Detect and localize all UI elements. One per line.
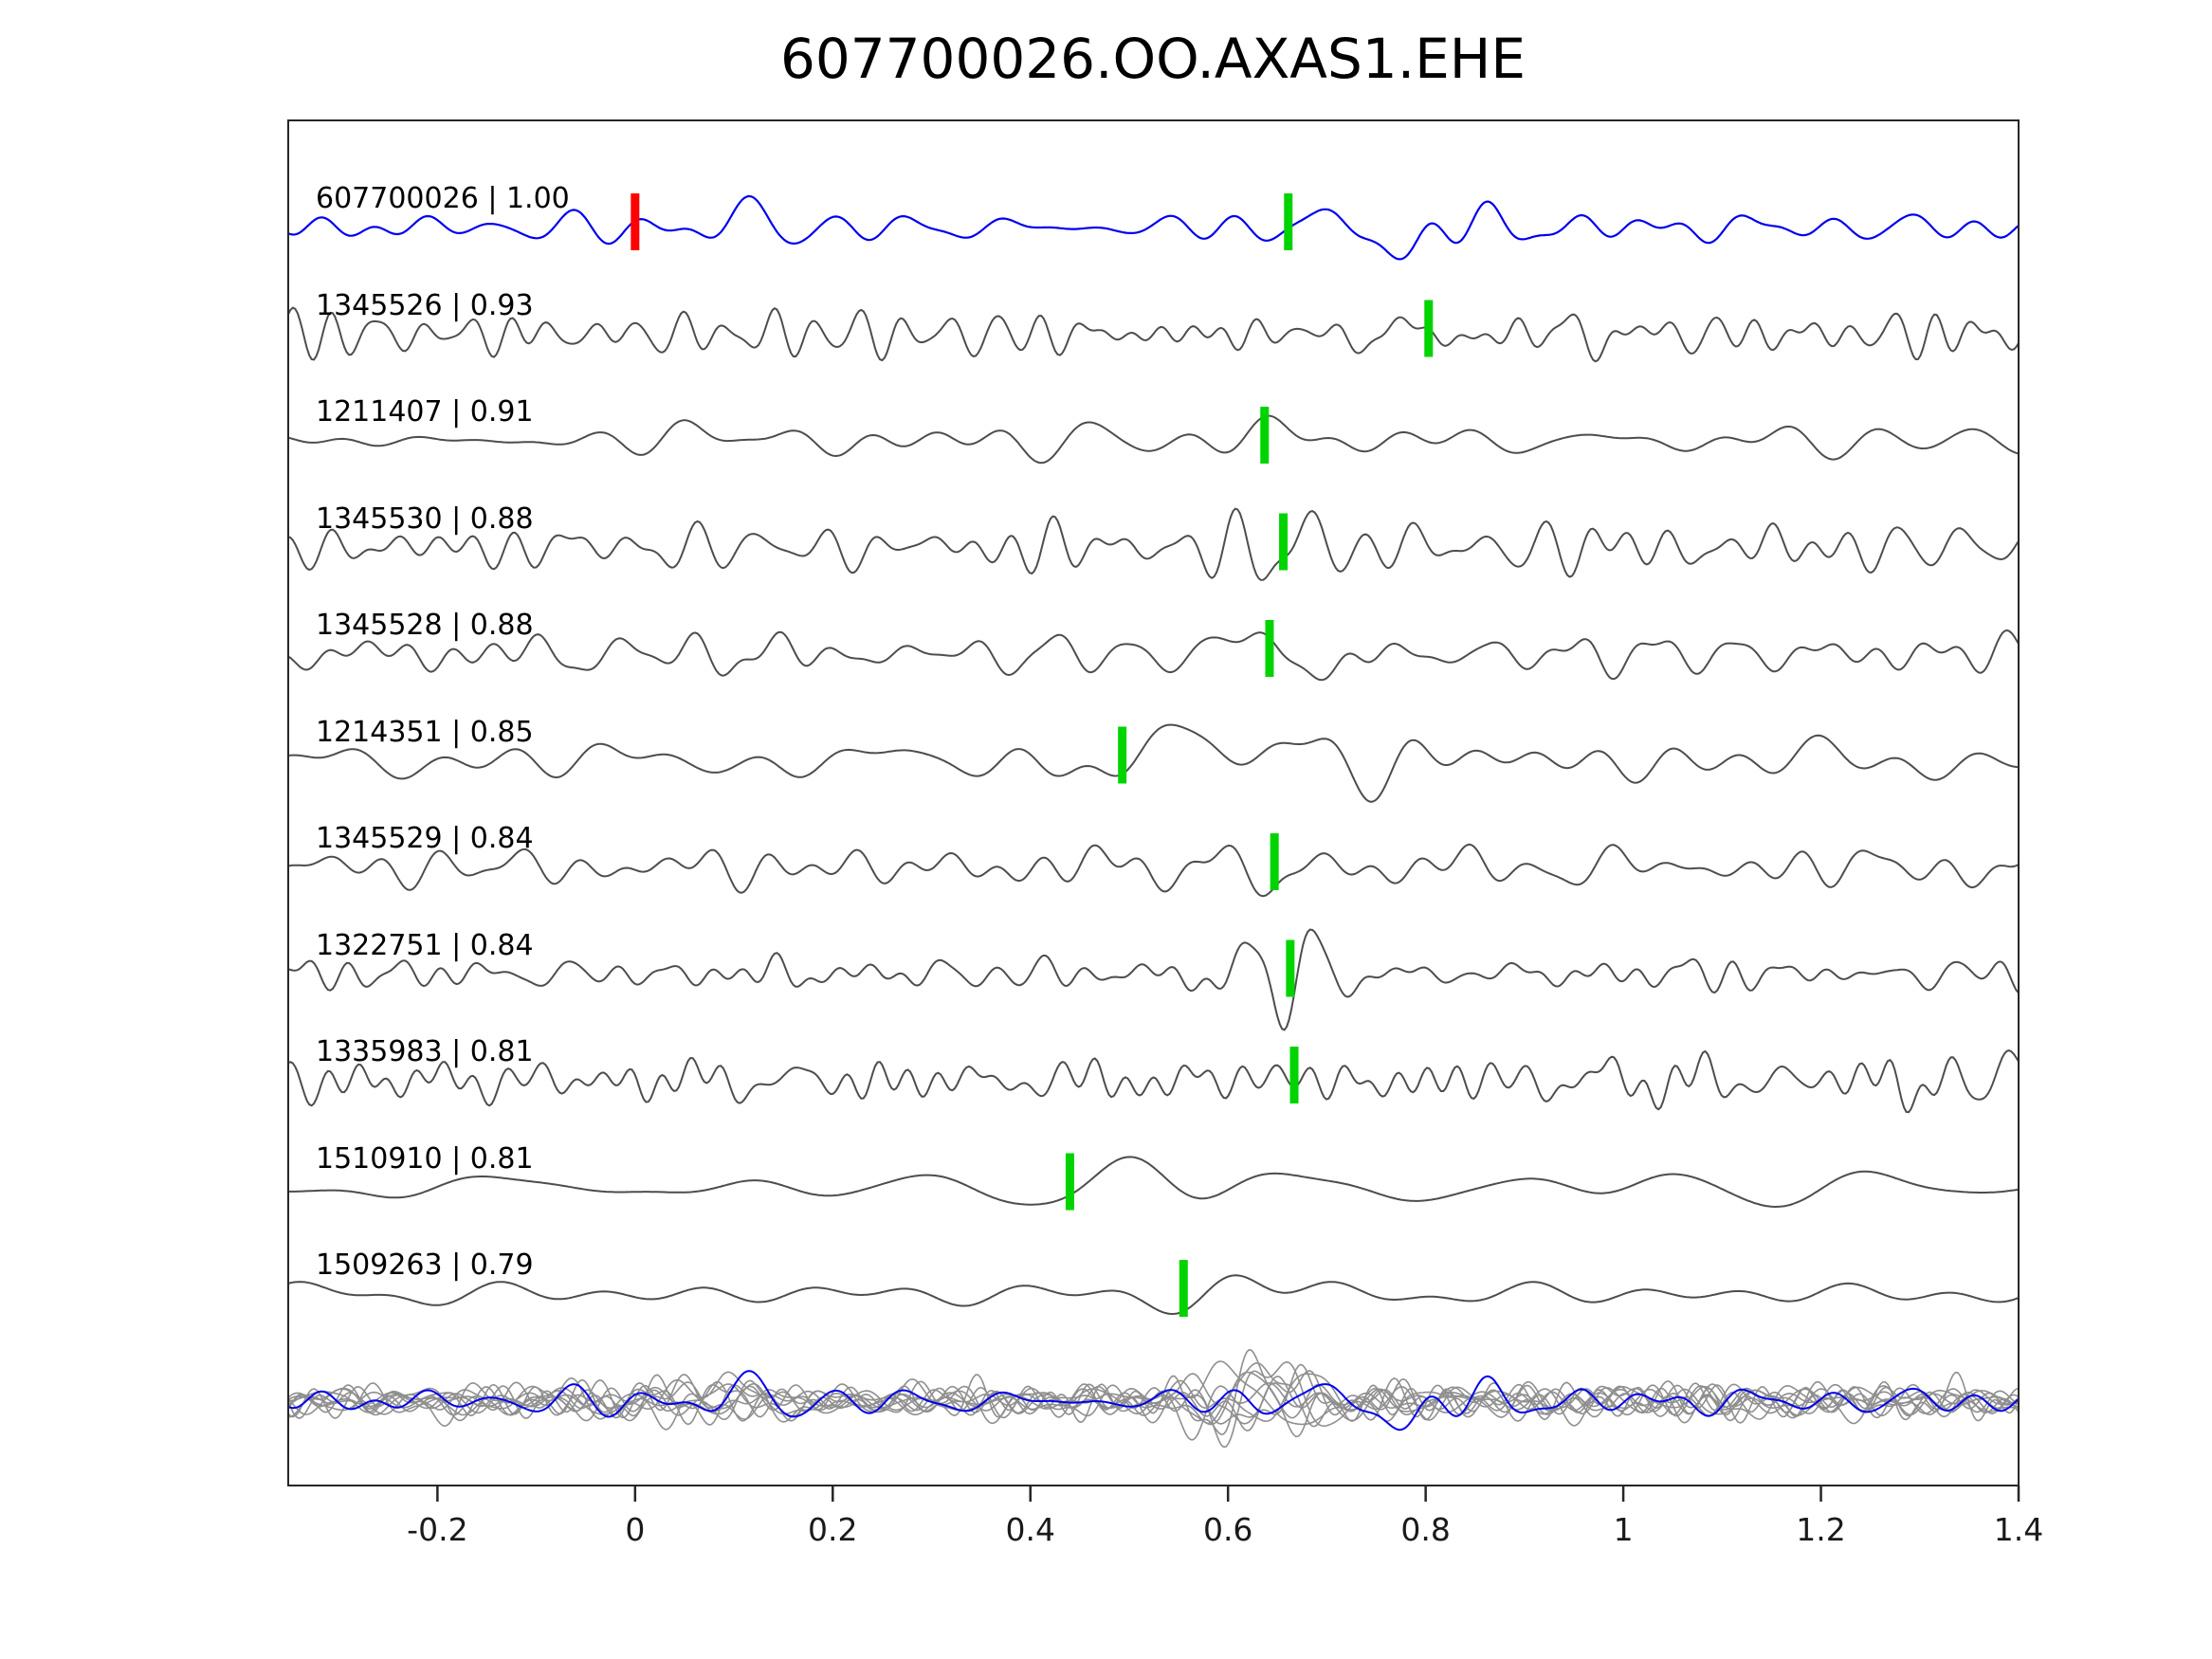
x-tick-label-3: 0.4 xyxy=(1005,1511,1055,1548)
trace-label-1322751: 1322751 | 0.84 xyxy=(316,928,534,962)
trace-waveform-1345530 xyxy=(288,507,2019,581)
overlay-waveform-5 xyxy=(288,1361,2019,1428)
x-tick-label-0: -0.2 xyxy=(407,1511,468,1548)
trace-waveform-1509263 xyxy=(288,1274,2019,1316)
overlay-waveform-7 xyxy=(288,1379,2019,1422)
x-tick-label-4: 0.6 xyxy=(1202,1511,1253,1548)
trace-waveform-607700026 xyxy=(288,194,2019,261)
trace-waveform-1345526 xyxy=(288,306,2019,363)
trace-label-1335983: 1335983 | 0.81 xyxy=(316,1035,534,1068)
overlay-waveform-8 xyxy=(288,1360,2019,1431)
trace-label-1510910: 1510910 | 0.81 xyxy=(316,1141,534,1176)
trace-waveform-1510910 xyxy=(288,1156,2019,1209)
trace-label-1214351: 1214351 | 0.85 xyxy=(316,715,534,749)
plot-border xyxy=(287,119,2020,1486)
x-tick-label-6: 1 xyxy=(1613,1511,1634,1548)
overlay-waveform-0 xyxy=(288,1348,2019,1438)
trace-waveform-1214351 xyxy=(288,723,2019,803)
trace-label-1211407: 1211407 | 0.91 xyxy=(316,395,534,428)
trace-waveform-1211407 xyxy=(288,414,2019,465)
waveform-area xyxy=(288,193,2019,1449)
x-tick-label-1: 0 xyxy=(625,1511,646,1548)
overlay-waveform-reference xyxy=(288,1370,2019,1431)
trace-waveform-1322751 xyxy=(288,928,2019,1031)
trace-label-1345526: 1345526 | 0.93 xyxy=(316,288,534,322)
x-tick-label-7: 1.2 xyxy=(1796,1511,1846,1548)
trace-label-1345529: 1345529 | 0.84 xyxy=(316,822,534,855)
trace-label-1345528: 1345528 | 0.88 xyxy=(316,609,534,642)
trace-waveform-1345529 xyxy=(288,843,2019,898)
trace-waveform-1345528 xyxy=(288,629,2019,682)
trace-label-1345530: 1345530 | 0.88 xyxy=(316,501,534,536)
trace-label-607700026: 607700026 | 1.00 xyxy=(316,182,570,215)
trace-label-1509263: 1509263 | 0.79 xyxy=(316,1249,534,1282)
x-tick-label-8: 1.4 xyxy=(1993,1511,2044,1548)
trace-waveform-1335983 xyxy=(288,1049,2019,1114)
plot-title: 607700026.OO.AXAS1.EHE xyxy=(779,27,1526,91)
x-tick-label-5: 0.8 xyxy=(1400,1511,1451,1548)
x-tick-label-2: 0.2 xyxy=(808,1511,858,1548)
